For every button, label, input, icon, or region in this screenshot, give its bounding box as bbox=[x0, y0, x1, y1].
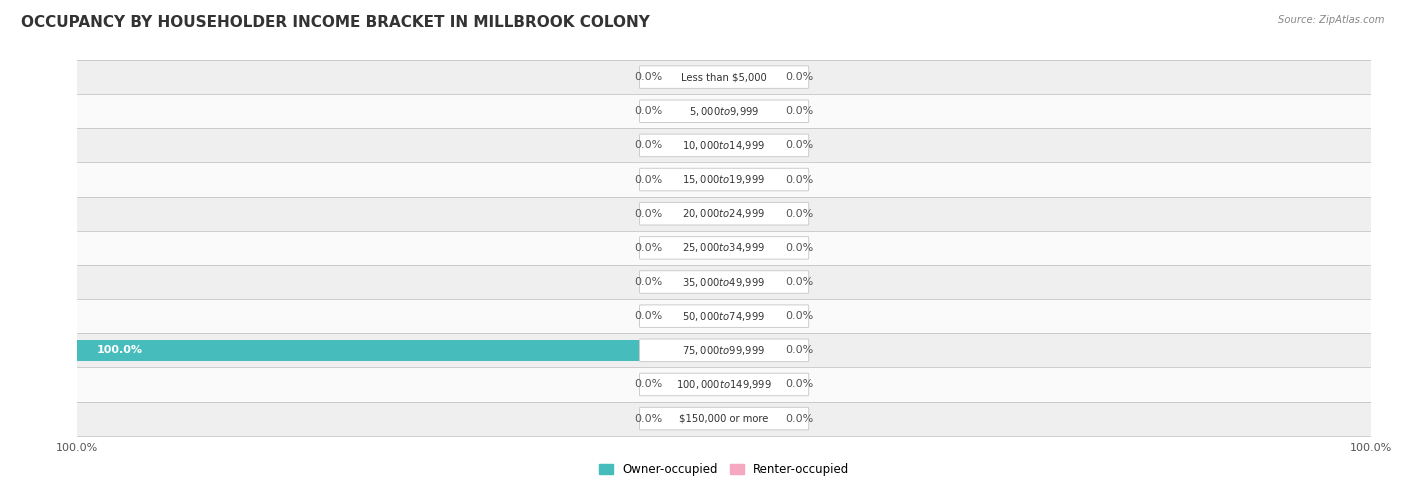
Text: $15,000 to $19,999: $15,000 to $19,999 bbox=[682, 173, 766, 186]
Bar bbox=[724, 306, 776, 327]
FancyBboxPatch shape bbox=[640, 66, 808, 88]
Text: $75,000 to $99,999: $75,000 to $99,999 bbox=[682, 344, 766, 357]
Bar bbox=[672, 67, 724, 87]
FancyBboxPatch shape bbox=[640, 339, 808, 362]
Bar bbox=[724, 135, 776, 156]
Text: Source: ZipAtlas.com: Source: ZipAtlas.com bbox=[1278, 15, 1385, 25]
Bar bbox=[724, 272, 776, 292]
Bar bbox=[77, 299, 1371, 333]
Text: 0.0%: 0.0% bbox=[634, 311, 662, 321]
Bar bbox=[77, 94, 1371, 128]
Bar bbox=[77, 60, 1371, 94]
Bar bbox=[724, 67, 776, 87]
Text: 100.0%: 100.0% bbox=[97, 346, 143, 355]
FancyBboxPatch shape bbox=[640, 305, 808, 328]
Text: 0.0%: 0.0% bbox=[786, 208, 814, 219]
FancyBboxPatch shape bbox=[640, 407, 808, 430]
FancyBboxPatch shape bbox=[640, 134, 808, 156]
Text: $50,000 to $74,999: $50,000 to $74,999 bbox=[682, 310, 766, 323]
FancyBboxPatch shape bbox=[640, 271, 808, 293]
Text: 0.0%: 0.0% bbox=[786, 346, 814, 355]
FancyBboxPatch shape bbox=[640, 203, 808, 225]
Bar bbox=[672, 306, 724, 327]
Bar bbox=[672, 272, 724, 292]
FancyBboxPatch shape bbox=[640, 373, 808, 396]
Bar bbox=[724, 238, 776, 258]
Text: 0.0%: 0.0% bbox=[634, 380, 662, 389]
Text: 0.0%: 0.0% bbox=[634, 208, 662, 219]
Text: 0.0%: 0.0% bbox=[786, 243, 814, 253]
Text: $100,000 to $149,999: $100,000 to $149,999 bbox=[676, 378, 772, 391]
Text: $150,000 or more: $150,000 or more bbox=[679, 414, 769, 424]
Text: 0.0%: 0.0% bbox=[634, 414, 662, 424]
Bar bbox=[724, 204, 776, 224]
Text: 0.0%: 0.0% bbox=[786, 174, 814, 185]
Text: $20,000 to $24,999: $20,000 to $24,999 bbox=[682, 207, 766, 220]
Bar bbox=[672, 135, 724, 156]
Text: 0.0%: 0.0% bbox=[786, 140, 814, 150]
Text: Less than $5,000: Less than $5,000 bbox=[682, 72, 766, 82]
Text: 0.0%: 0.0% bbox=[634, 277, 662, 287]
Bar bbox=[77, 340, 724, 361]
Bar bbox=[77, 197, 1371, 231]
Bar bbox=[724, 169, 776, 190]
Bar bbox=[77, 367, 1371, 401]
Bar bbox=[77, 333, 1371, 367]
Bar bbox=[77, 128, 1371, 162]
Text: 0.0%: 0.0% bbox=[634, 140, 662, 150]
Bar bbox=[724, 101, 776, 122]
Bar bbox=[724, 374, 776, 395]
Bar bbox=[724, 340, 776, 361]
Bar bbox=[672, 238, 724, 258]
Text: 0.0%: 0.0% bbox=[786, 380, 814, 389]
Bar bbox=[77, 162, 1371, 197]
Text: 0.0%: 0.0% bbox=[786, 72, 814, 82]
Text: $25,000 to $34,999: $25,000 to $34,999 bbox=[682, 242, 766, 254]
Text: 0.0%: 0.0% bbox=[786, 414, 814, 424]
Text: 0.0%: 0.0% bbox=[634, 106, 662, 116]
FancyBboxPatch shape bbox=[640, 100, 808, 122]
Text: 0.0%: 0.0% bbox=[786, 277, 814, 287]
Text: 0.0%: 0.0% bbox=[634, 243, 662, 253]
Bar bbox=[672, 408, 724, 429]
Text: $5,000 to $9,999: $5,000 to $9,999 bbox=[689, 105, 759, 118]
Legend: Owner-occupied, Renter-occupied: Owner-occupied, Renter-occupied bbox=[593, 458, 855, 481]
Text: 0.0%: 0.0% bbox=[786, 106, 814, 116]
Bar bbox=[672, 204, 724, 224]
Bar bbox=[724, 408, 776, 429]
Bar bbox=[77, 401, 1371, 435]
Text: OCCUPANCY BY HOUSEHOLDER INCOME BRACKET IN MILLBROOK COLONY: OCCUPANCY BY HOUSEHOLDER INCOME BRACKET … bbox=[21, 15, 650, 30]
Bar bbox=[77, 265, 1371, 299]
Bar bbox=[672, 374, 724, 395]
FancyBboxPatch shape bbox=[640, 237, 808, 259]
Text: 0.0%: 0.0% bbox=[634, 174, 662, 185]
Text: $35,000 to $49,999: $35,000 to $49,999 bbox=[682, 276, 766, 289]
Text: 0.0%: 0.0% bbox=[634, 72, 662, 82]
Bar bbox=[77, 231, 1371, 265]
Text: 0.0%: 0.0% bbox=[786, 311, 814, 321]
Bar bbox=[672, 101, 724, 122]
Bar bbox=[672, 169, 724, 190]
FancyBboxPatch shape bbox=[640, 168, 808, 191]
Text: $10,000 to $14,999: $10,000 to $14,999 bbox=[682, 139, 766, 152]
